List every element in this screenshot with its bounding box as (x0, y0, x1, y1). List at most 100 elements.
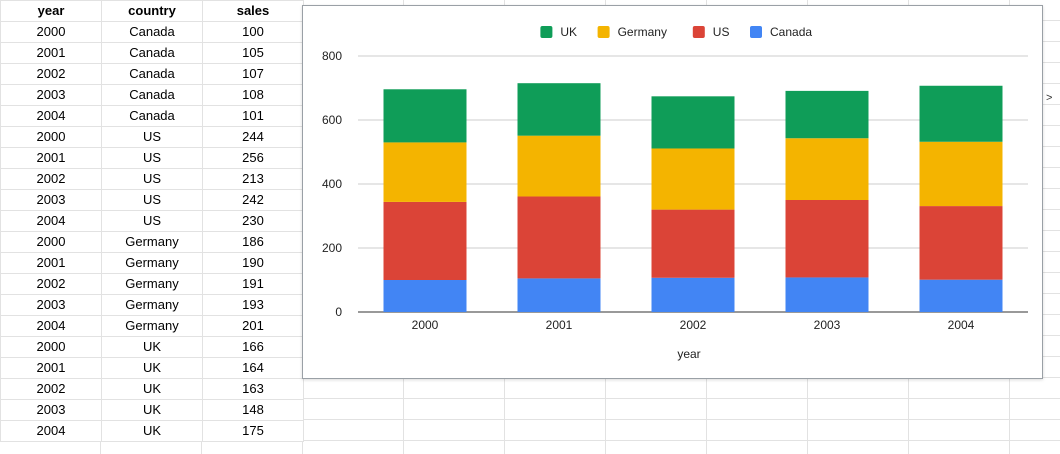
cell-sales[interactable]: 256 (202, 147, 304, 169)
table-row: 2002 Canada 107 (0, 63, 304, 85)
bar-segment-canada[interactable] (919, 279, 1003, 312)
cell-sales[interactable]: 244 (202, 126, 304, 148)
cell-country[interactable]: US (101, 210, 203, 232)
bar-segment-uk[interactable] (785, 90, 869, 139)
cell-sales[interactable]: 101 (202, 105, 304, 127)
cell-country[interactable]: Germany (101, 294, 203, 316)
chart-bars (383, 83, 1003, 312)
cell-country[interactable]: UK (101, 336, 203, 358)
cell-sales[interactable]: 190 (202, 252, 304, 274)
cell-country[interactable]: Germany (101, 252, 203, 274)
legend-label-canada[interactable]: Canada (770, 25, 812, 39)
cell-country[interactable]: UK (101, 378, 203, 400)
cell-country[interactable]: US (101, 126, 203, 148)
cell-sales[interactable]: 193 (202, 294, 304, 316)
cell-year[interactable]: 2001 (0, 147, 102, 169)
header-cell-sales[interactable]: sales (202, 0, 304, 22)
legend-label-us[interactable]: US (713, 25, 730, 39)
cell-year[interactable]: 2001 (0, 357, 102, 379)
cell-country[interactable]: Germany (101, 231, 203, 253)
legend-label-germany[interactable]: Germany (618, 25, 667, 39)
bar-segment-germany[interactable] (517, 135, 601, 197)
cell-sales[interactable]: 201 (202, 315, 304, 337)
cell-year[interactable]: 2004 (0, 105, 102, 127)
cell-country[interactable]: Canada (101, 84, 203, 106)
cell-year[interactable]: 2002 (0, 378, 102, 400)
cell-sales[interactable]: 100 (202, 21, 304, 43)
cell-country[interactable]: US (101, 147, 203, 169)
bar-segment-germany[interactable] (785, 138, 869, 200)
cell-sales[interactable]: 230 (202, 210, 304, 232)
cell-sales[interactable]: 242 (202, 189, 304, 211)
bar-segment-us[interactable] (651, 209, 735, 278)
y-tick-label: 0 (335, 305, 342, 319)
bar-segment-uk[interactable] (383, 89, 467, 143)
cell-sales[interactable]: 166 (202, 336, 304, 358)
cell-year[interactable]: 2001 (0, 42, 102, 64)
x-tick-label: 2004 (948, 318, 975, 332)
cell-country[interactable]: Canada (101, 42, 203, 64)
cell-country[interactable]: Canada (101, 105, 203, 127)
bar-segment-uk[interactable] (651, 96, 735, 149)
cell-year[interactable]: 2000 (0, 126, 102, 148)
cell-year[interactable]: 2004 (0, 210, 102, 232)
cell-year[interactable]: 2004 (0, 420, 102, 442)
bar-segment-germany[interactable] (919, 141, 1003, 207)
cell-country[interactable]: Canada (101, 21, 203, 43)
x-axis: 2000 2001 2002 2003 2004 (412, 318, 975, 332)
header-cell-country[interactable]: country (101, 0, 203, 22)
cell-year[interactable]: 2003 (0, 294, 102, 316)
cell-sales[interactable]: 175 (202, 420, 304, 442)
cell-country[interactable]: Canada (101, 63, 203, 85)
cell-year[interactable]: 2000 (0, 231, 102, 253)
header-cell-year[interactable]: year (0, 0, 102, 22)
legend-swatch-canada[interactable] (750, 26, 762, 38)
bar-segment-uk[interactable] (517, 83, 601, 136)
legend-label-uk[interactable]: UK (560, 25, 577, 39)
cell-country[interactable]: US (101, 168, 203, 190)
cell-year[interactable]: 2002 (0, 63, 102, 85)
cell-year[interactable]: 2003 (0, 84, 102, 106)
legend-swatch-germany[interactable] (597, 26, 610, 38)
cell-country[interactable]: UK (101, 399, 203, 421)
bar-segment-us[interactable] (919, 206, 1003, 280)
cell-country[interactable]: Germany (101, 273, 203, 295)
bar-segment-uk[interactable] (919, 85, 1003, 142)
cell-year[interactable]: 2003 (0, 399, 102, 421)
cell-country[interactable]: Germany (101, 315, 203, 337)
chevron-right-icon[interactable]: > (1046, 92, 1053, 104)
bar-segment-us[interactable] (517, 196, 601, 279)
cell-sales[interactable]: 148 (202, 399, 304, 421)
bar-segment-germany[interactable] (651, 148, 735, 210)
cell-year[interactable]: 2001 (0, 252, 102, 274)
cell-sales[interactable]: 108 (202, 84, 304, 106)
cell-sales[interactable]: 107 (202, 63, 304, 85)
bar-segment-germany[interactable] (383, 142, 467, 202)
chart-panel[interactable]: UK Germany US Canada 0 200 400 600 800 2000 2001… (302, 5, 1043, 379)
cell-sales[interactable]: 164 (202, 357, 304, 379)
bar-segment-canada[interactable] (517, 278, 601, 312)
cell-sales[interactable]: 186 (202, 231, 304, 253)
bar-segment-canada[interactable] (785, 277, 869, 312)
legend-swatch-us[interactable] (692, 26, 705, 38)
cell-year[interactable]: 2000 (0, 336, 102, 358)
table-row: 2001 Germany 190 (0, 252, 304, 274)
bar-segment-canada[interactable] (383, 280, 467, 312)
cell-year[interactable]: 2004 (0, 315, 102, 337)
cell-sales[interactable]: 191 (202, 273, 304, 295)
cell-country[interactable]: UK (101, 420, 203, 442)
cell-year[interactable]: 2003 (0, 189, 102, 211)
bar-segment-us[interactable] (383, 201, 467, 280)
cell-sales[interactable]: 163 (202, 378, 304, 400)
cell-year[interactable]: 2002 (0, 273, 102, 295)
cell-sales[interactable]: 105 (202, 42, 304, 64)
cell-year[interactable]: 2000 (0, 21, 102, 43)
table-row: 2000 Germany 186 (0, 231, 304, 253)
cell-year[interactable]: 2002 (0, 168, 102, 190)
cell-country[interactable]: US (101, 189, 203, 211)
legend-swatch-uk[interactable] (540, 26, 553, 38)
bar-segment-us[interactable] (785, 200, 869, 278)
cell-country[interactable]: UK (101, 357, 203, 379)
cell-sales[interactable]: 213 (202, 168, 304, 190)
bar-segment-canada[interactable] (651, 277, 735, 312)
